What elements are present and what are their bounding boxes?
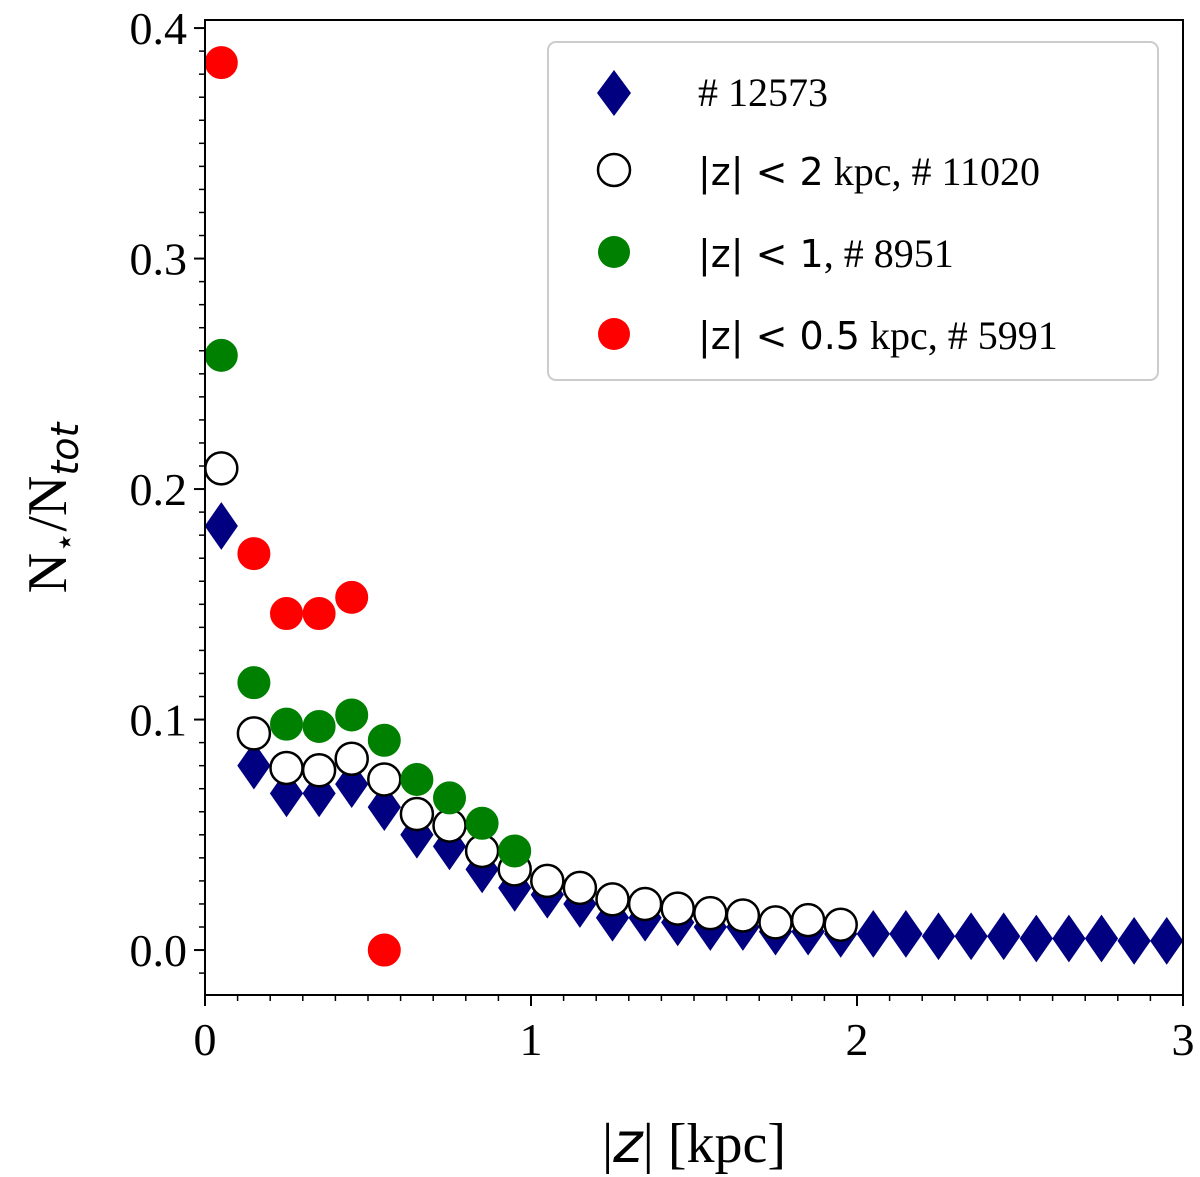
data-point-circle — [335, 580, 369, 614]
y-tick-label: 0.4 — [130, 3, 188, 54]
x-tick-label: 1 — [520, 1014, 543, 1065]
data-point-circle — [660, 891, 695, 926]
data-point-diamond — [1117, 916, 1151, 965]
legend-entry-all: # 12573 — [597, 70, 828, 116]
data-point-circle — [301, 753, 337, 788]
data-point-diamond — [1052, 914, 1086, 963]
legend-marker-open-circle — [596, 152, 632, 188]
legend-frame — [547, 41, 1159, 381]
y-axis-label: N⋆/Ntot — [17, 421, 87, 594]
data-point-diamond — [856, 910, 890, 958]
legend-label-all: # 12573 — [698, 70, 828, 115]
data-point-diamond — [921, 912, 956, 961]
data-point-circle — [237, 537, 271, 571]
data-point-diamond — [1084, 914, 1119, 963]
data-point-diamond — [367, 783, 401, 832]
data-point-circle — [367, 762, 402, 797]
data-point-circle — [399, 796, 435, 832]
data-point-diamond — [237, 741, 271, 790]
data-point-circle — [693, 895, 728, 931]
y-tick-label: 0.2 — [130, 464, 188, 515]
series-1 — [204, 451, 858, 942]
data-point-circle — [204, 338, 238, 372]
legend-label-z05: |z| < 0.5 kpc, # 5991 — [698, 313, 1058, 359]
data-point-circle — [790, 902, 826, 938]
data-point-circle — [400, 762, 434, 796]
legend-entry-z1: |z| < 1, # 8951 — [598, 231, 954, 277]
data-point-diamond — [204, 502, 238, 550]
data-point-circle — [236, 716, 272, 751]
legend-label-z2: |z| < 2 kpc, # 11020 — [698, 149, 1040, 195]
data-point-circle — [433, 781, 466, 815]
data-point-circle — [725, 898, 761, 933]
legend-entry-z05: |z| < 0.5 kpc, # 5991 — [598, 313, 1058, 359]
x-axis-label: |z| [kpc] — [602, 1111, 786, 1176]
data-point-circle — [595, 882, 630, 917]
data-point-circle — [334, 741, 369, 776]
series-2 — [204, 338, 532, 868]
legend-marker-green-circle — [598, 236, 630, 268]
y-tick-label: 0.3 — [130, 234, 188, 285]
data-point-circle — [530, 863, 565, 899]
data-point-circle — [758, 905, 793, 940]
data-point-diamond — [987, 912, 1021, 961]
data-point-diamond — [954, 912, 988, 961]
legend-label-z1: |z| < 1, # 8951 — [698, 231, 954, 277]
data-point-circle — [823, 907, 858, 942]
x-tick-label: 2 — [846, 1014, 869, 1065]
data-point-circle — [562, 870, 598, 906]
data-point-diamond — [1150, 916, 1184, 965]
data-point-circle — [269, 750, 304, 786]
data-points — [204, 46, 1184, 967]
x-tick-label: 0 — [194, 1014, 217, 1065]
data-point-circle — [302, 709, 336, 743]
series-3 — [204, 46, 401, 967]
data-point-circle — [335, 698, 369, 732]
axis-ticks: 0 1 2 3 0.0 0.1 0.2 0.3 0.4 — [130, 3, 1195, 1065]
data-point-circle — [367, 723, 401, 757]
legend-entry-z2: |z| < 2 kpc, # 11020 — [596, 149, 1040, 195]
data-point-circle — [270, 597, 303, 631]
data-point-circle — [237, 666, 271, 700]
data-point-diamond — [1019, 914, 1053, 963]
data-point-circle — [627, 886, 663, 922]
y-tick-label: 0.1 — [130, 695, 188, 746]
data-point-circle — [465, 806, 499, 840]
x-tick-label: 3 — [1172, 1014, 1195, 1065]
data-point-circle — [498, 834, 532, 868]
data-point-circle — [204, 451, 239, 486]
legend-marker-red-circle — [598, 318, 630, 350]
y-tick-label: 0.0 — [130, 925, 188, 976]
data-point-circle — [204, 46, 238, 80]
data-point-circle — [270, 707, 303, 741]
legend-marker-diamond — [597, 70, 631, 116]
data-point-circle — [367, 933, 401, 967]
legend: # 12573 |z| < 2 kpc, # 11020 |z| < 1, # … — [547, 41, 1159, 381]
data-point-diamond — [889, 910, 923, 958]
data-point-circle — [302, 597, 336, 631]
